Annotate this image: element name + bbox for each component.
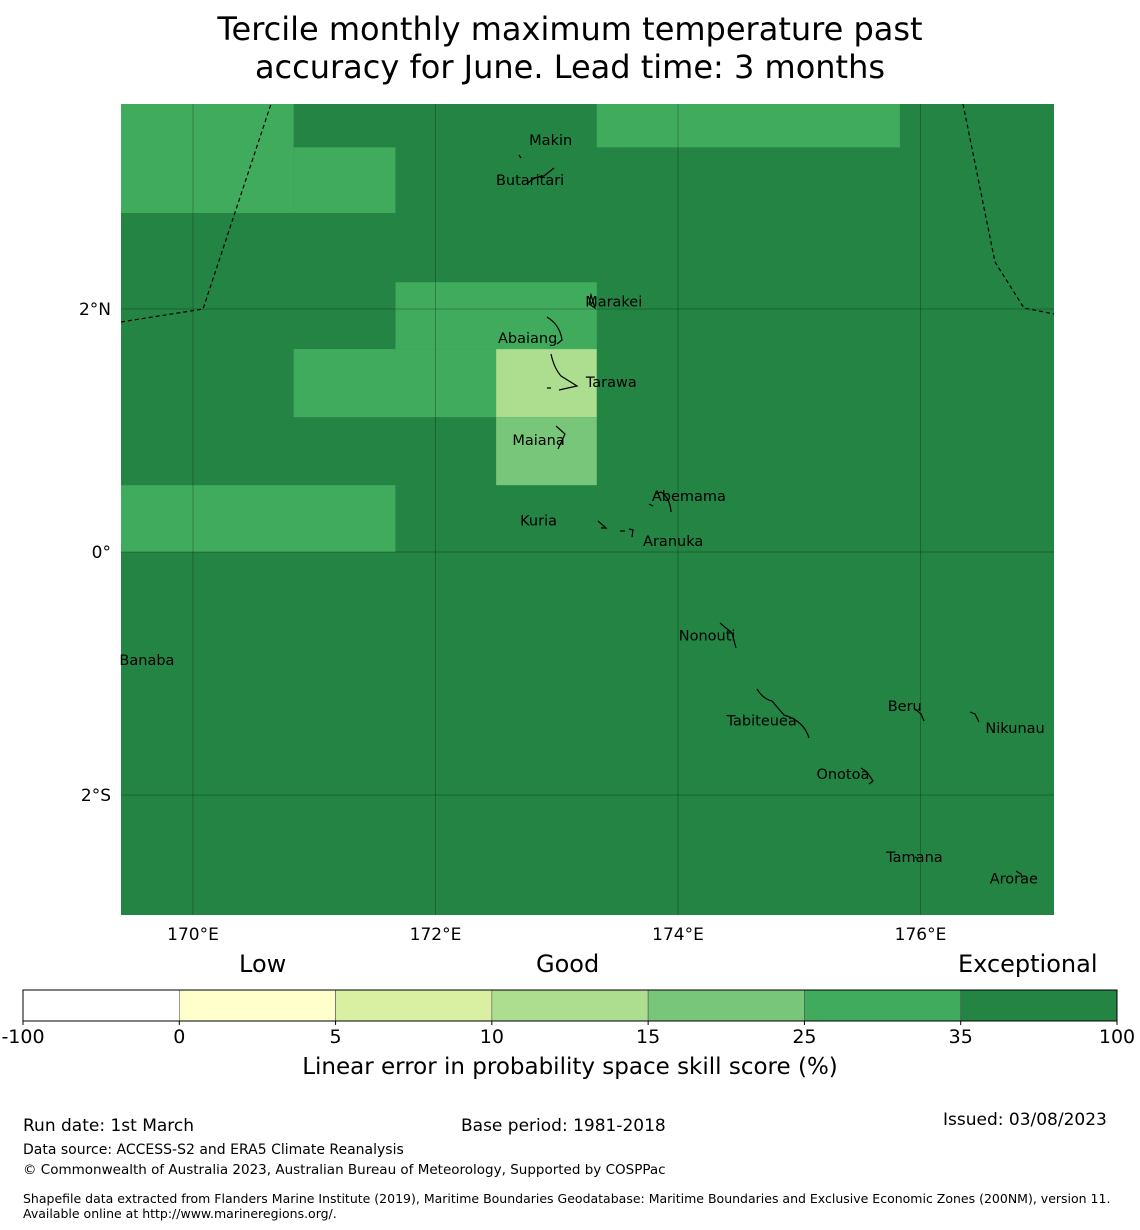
skill-cell (121, 485, 396, 552)
latitude-tick-label: 2°S (81, 786, 111, 806)
coastline-arorae (1015, 870, 1023, 879)
map-figure: Makin Butaritari Marakei Abaiang Tarawa Maian… (1, 103, 1135, 1048)
island-label: Maiana (512, 433, 564, 449)
coastline-onotoa (860, 767, 874, 785)
island-label: Marakei (585, 295, 642, 311)
island-label: Abemama (652, 489, 726, 505)
coastline-tarawa (547, 353, 579, 391)
colorbar-tick-label: 10 (480, 1026, 504, 1048)
coastline-beru (914, 708, 925, 722)
copyright-notice: © Commonwealth of Australia 2023, Austra… (23, 1162, 666, 1178)
colorbar-segment (804, 989, 962, 1022)
colorbar-tick-label: 15 (636, 1026, 660, 1048)
colorbar-segment (335, 989, 493, 1022)
colorbar-tick-label: 0 (173, 1026, 185, 1048)
colorbar-tick-label: -100 (1, 1026, 44, 1048)
island-label: Tamana (885, 850, 942, 866)
island-label: Arorae (990, 872, 1038, 888)
map-title-line-1: Tercile monthly maximum temperature past (217, 10, 923, 48)
longitude-tick-label: 172°E (410, 925, 462, 945)
island-label: Kuria (520, 513, 557, 529)
skill-cell (121, 104, 294, 214)
coastline-abemama (648, 491, 672, 513)
latitude-tick-label: 2°N (79, 300, 111, 320)
longitude-tick-label: 170°E (167, 925, 219, 945)
skill-cell (293, 349, 497, 418)
colorbar-axis-title: Linear error in probability space skill … (302, 1054, 838, 1080)
island-label: Nikunau (985, 721, 1044, 737)
coastline-abaiang (546, 316, 563, 345)
island-label: Tabiteuea (726, 714, 797, 730)
longitude-tick-label: 176°E (895, 925, 947, 945)
island-label: Butaritari (496, 173, 564, 189)
latitude-tick-label: 0° (92, 543, 111, 563)
coastline-nikunau (969, 711, 980, 723)
coastline-makin (518, 154, 522, 159)
colorbar-segment (647, 989, 805, 1022)
run-date: Run date: 1st March (23, 1116, 195, 1136)
island-label: Abaiang (498, 331, 557, 347)
coastline-maiana (555, 425, 566, 450)
skill-cell (496, 349, 597, 418)
colorbar-header-low: Low (239, 950, 287, 978)
map-title-line-2: accuracy for June. Lead time: 3 months (254, 48, 886, 86)
map-title: Tercile monthly maximum temperature past… (0, 10, 1140, 86)
coastline-kuria (597, 520, 608, 529)
coastline-aranuka (620, 528, 634, 538)
data-source: Data source: ACCESS-S2 and ERA5 Climate … (23, 1142, 404, 1158)
island-label: Nonouti (679, 629, 736, 645)
colorbar-outline (22, 989, 1118, 1022)
skill-cell (596, 104, 900, 148)
colorbar-segment (491, 989, 649, 1022)
base-period: Base period: 1981-2018 (461, 1116, 666, 1136)
colorbar-segment (22, 989, 180, 1022)
skill-cell (293, 147, 396, 214)
island-label: Makin (529, 133, 572, 149)
skill-cell (395, 282, 597, 350)
island-label: Beru (888, 699, 922, 715)
issued-date: Issued: 03/08/2023 (943, 1110, 1107, 1130)
coastline-tamana (914, 856, 918, 859)
longitude-tick-label: 174°E (652, 925, 704, 945)
coastline-butaritari (526, 167, 555, 185)
colorbar-segment (178, 989, 336, 1022)
eez-boundary-west (120, 103, 272, 323)
colorbar-tick-label: 35 (949, 1026, 973, 1048)
island-label: Banaba (119, 653, 174, 669)
colorbar-tick-label: 100 (1099, 1026, 1135, 1048)
island-label: Onotoa (816, 767, 869, 783)
island-label: Aranuka (643, 534, 703, 550)
eez-boundary-east (962, 103, 1055, 315)
colorbar-header-good: Good (536, 950, 600, 978)
colorbar-tick-label: 5 (330, 1026, 342, 1048)
skill-cell (496, 417, 597, 486)
colorbar-header-exceptional: Exceptional (958, 950, 1098, 978)
colorbar-segment (960, 989, 1118, 1022)
coastline-nonouti (719, 622, 737, 649)
coastline-tabiteuea (756, 688, 810, 739)
colorbar-tick-label: 25 (792, 1026, 816, 1048)
island-label: Tarawa (585, 375, 637, 391)
shapefile-credit: Shapefile data extracted from Flanders M… (23, 1191, 1111, 1221)
coastline-marakei (588, 292, 597, 310)
